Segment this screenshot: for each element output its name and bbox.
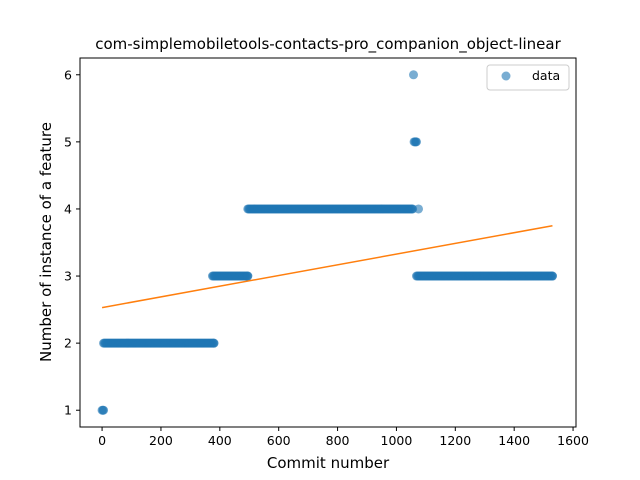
y-tick-label: 4: [64, 201, 72, 216]
data-point: [547, 271, 557, 281]
legend-box: [486, 64, 570, 91]
data-point: [243, 271, 253, 281]
y-tick-label: 2: [64, 336, 72, 351]
x-tick-label: 1600: [557, 433, 589, 448]
data-point: [209, 338, 219, 348]
data-point: [414, 204, 424, 214]
y-tick-label: 3: [64, 269, 72, 284]
legend: data: [486, 64, 570, 91]
axes-frame: [79, 57, 577, 428]
x-tick-label: 1400: [498, 433, 530, 448]
y-tick-label: 6: [64, 67, 72, 82]
x-tick-label: 400: [208, 433, 232, 448]
data-point: [411, 137, 421, 147]
fit-line: [101, 224, 553, 309]
chart-title: com-simplemobiletools-contacts-pro_compa…: [95, 35, 561, 54]
y-axis-label: Number of instance of a feature: [37, 122, 55, 362]
x-axis: 0 200 400 600 800 1000 1200 1400 1600: [98, 427, 589, 448]
x-axis-label: Commit number: [267, 454, 390, 472]
y-tick-label: 1: [64, 403, 72, 418]
legend-marker-data: [501, 71, 511, 81]
y-axis: 1 2 3 4 5 6: [64, 67, 80, 418]
x-tick-label: 1200: [439, 433, 471, 448]
x-tick-label: 0: [98, 433, 106, 448]
x-tick-label: 800: [326, 433, 350, 448]
plot-area: [97, 70, 557, 415]
x-tick-label: 200: [149, 433, 173, 448]
data-point: [409, 70, 419, 80]
legend-label-data: data: [532, 68, 560, 83]
x-tick-label: 600: [267, 433, 291, 448]
data-point: [99, 405, 109, 415]
x-tick-label: 1000: [381, 433, 413, 448]
y-tick-label: 5: [64, 134, 72, 149]
